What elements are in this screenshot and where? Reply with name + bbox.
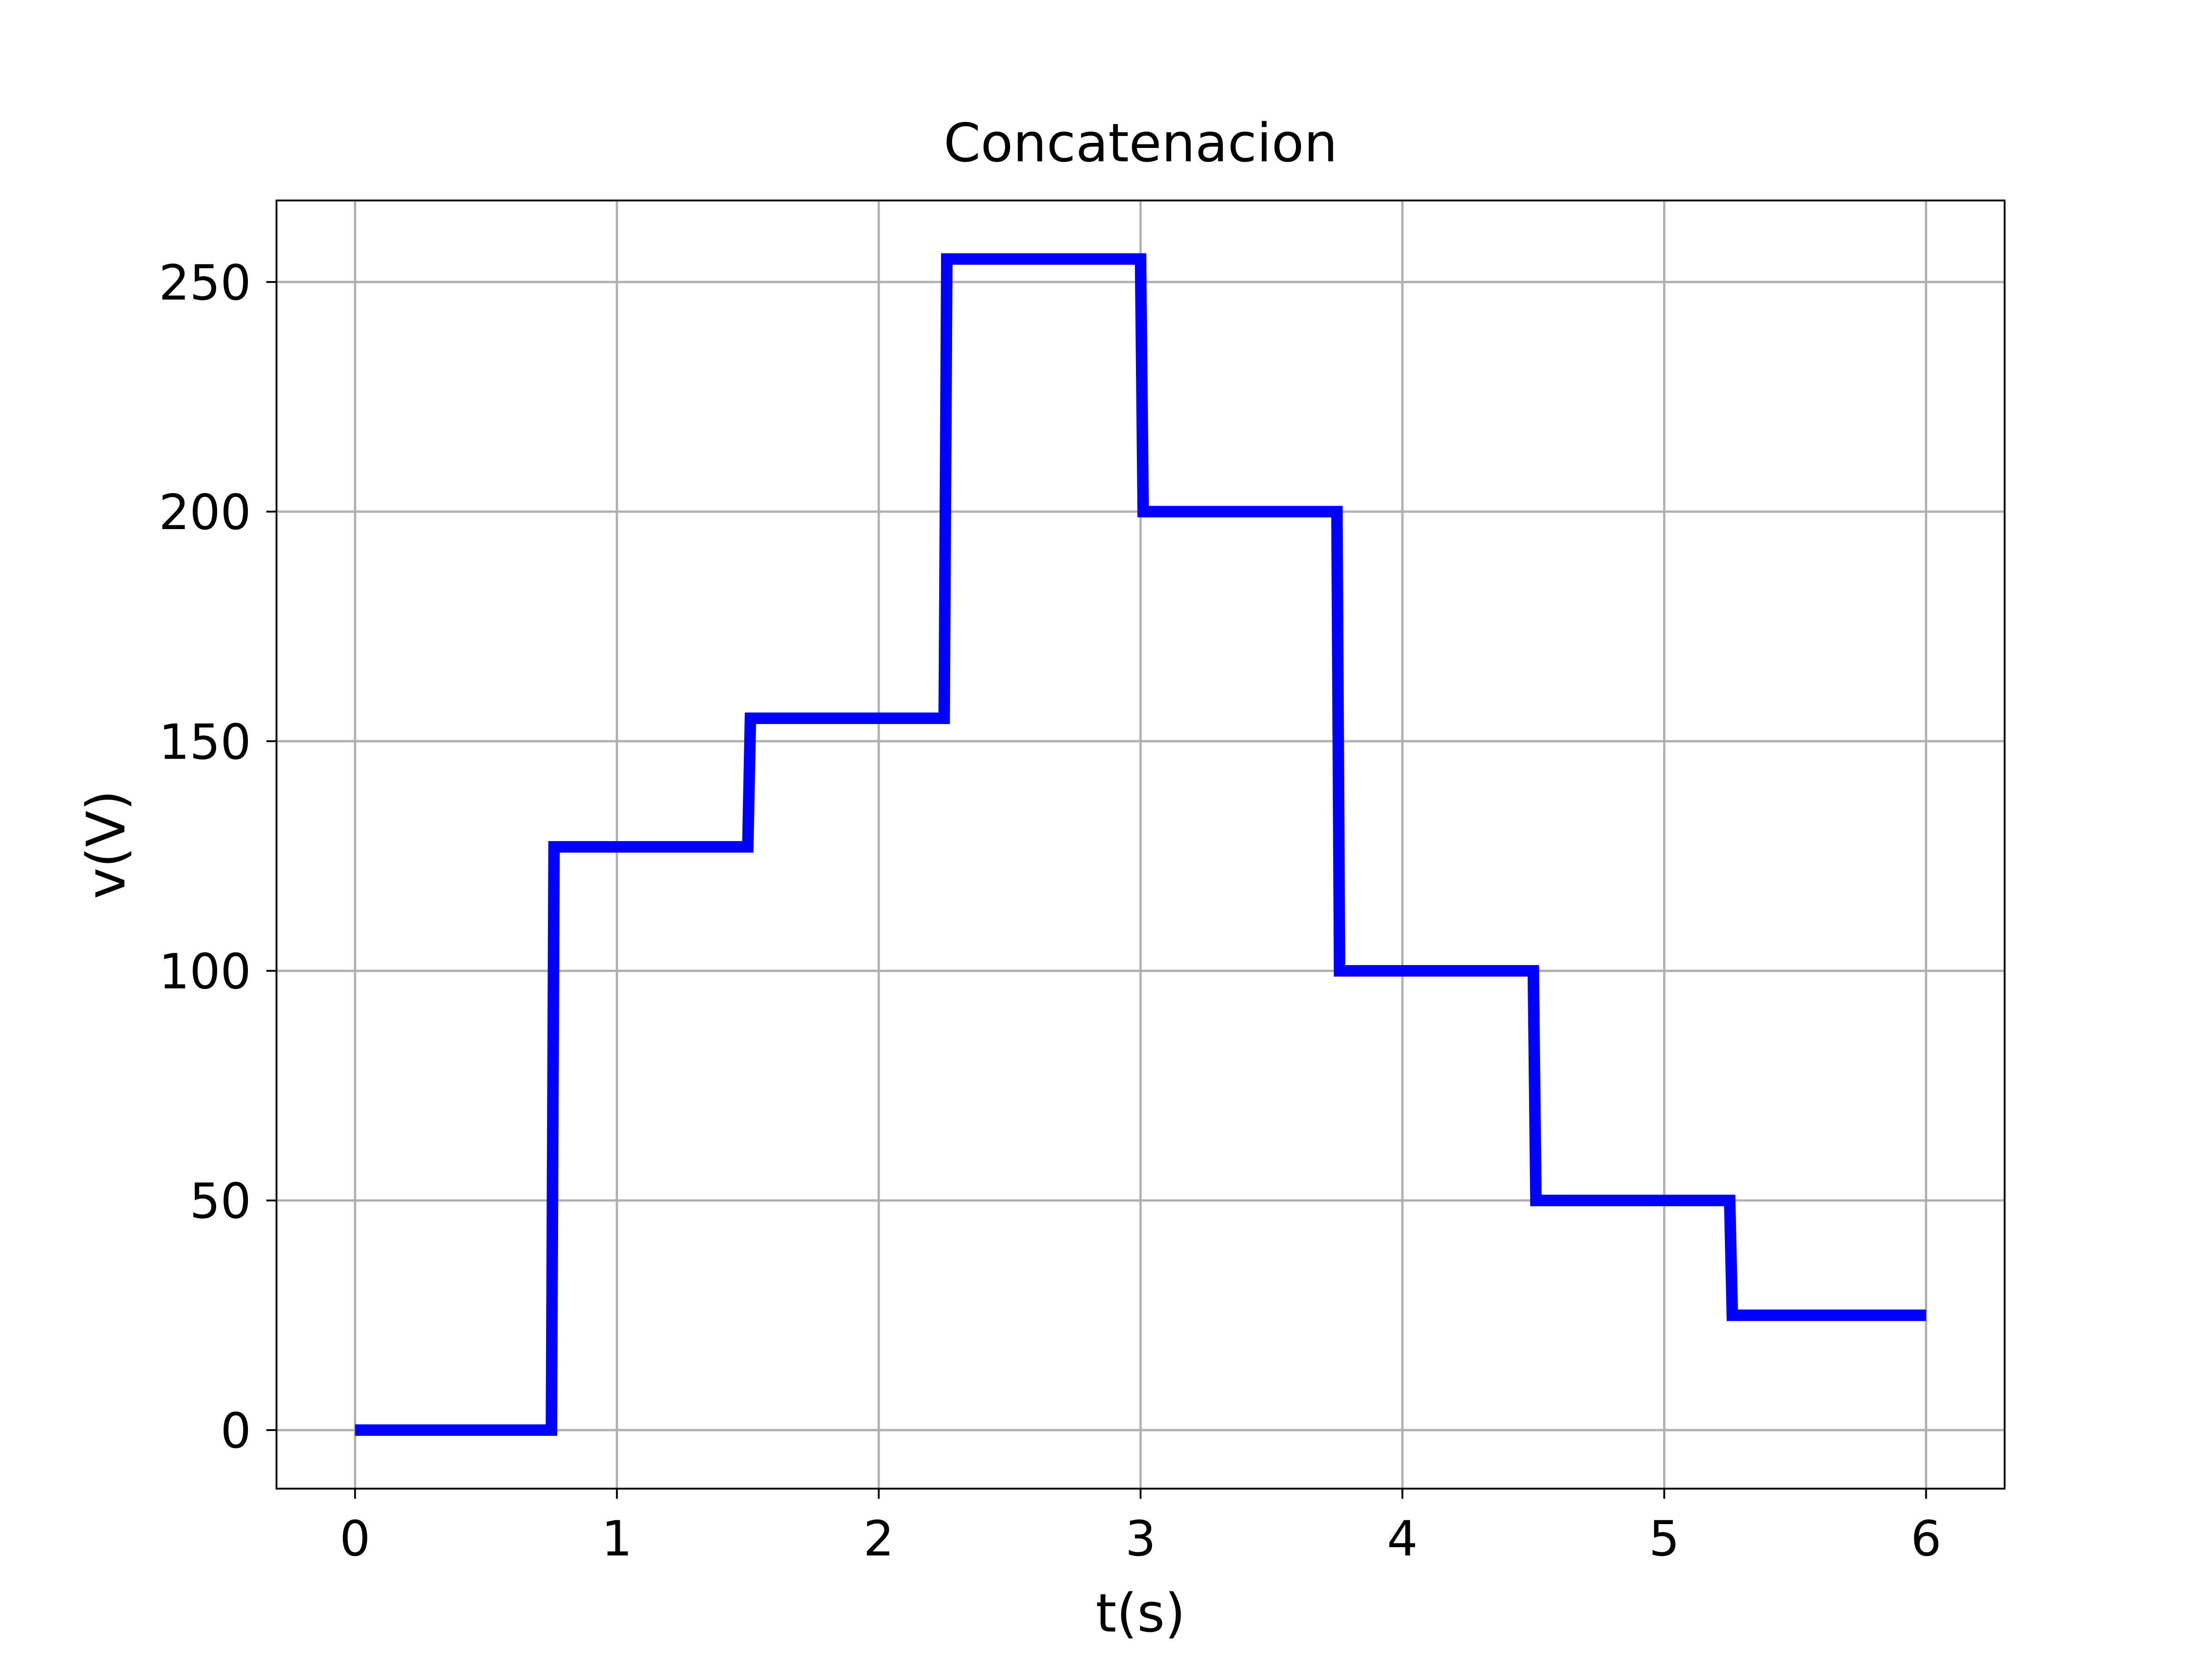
x-tick-label: 2 — [863, 1511, 894, 1567]
series-line — [355, 253, 1926, 1436]
series-layer — [355, 253, 1926, 1436]
ticks: 0 1 2 3 4 5 6 0 50 100 150 200 250 — [159, 255, 1941, 1567]
chart-title: Concatenacion — [944, 112, 1338, 174]
y-tick-label: 100 — [159, 944, 251, 1000]
x-tick-label: 4 — [1387, 1511, 1418, 1567]
x-tick-label: 6 — [1911, 1511, 1941, 1567]
x-tick-label: 3 — [1125, 1511, 1156, 1567]
y-tick-label: 50 — [189, 1173, 251, 1230]
y-tick-label: 150 — [159, 714, 251, 770]
y-tick-label: 200 — [159, 484, 251, 541]
x-tick-label: 0 — [340, 1511, 371, 1567]
y-axis-label: v(V) — [76, 790, 137, 899]
y-tick-label: 250 — [159, 255, 251, 311]
x-axis-label: t(s) — [1096, 1583, 1186, 1644]
x-tick-label: 5 — [1649, 1511, 1680, 1567]
x-tick-label: 1 — [601, 1511, 632, 1567]
y-tick-label: 0 — [220, 1403, 251, 1459]
